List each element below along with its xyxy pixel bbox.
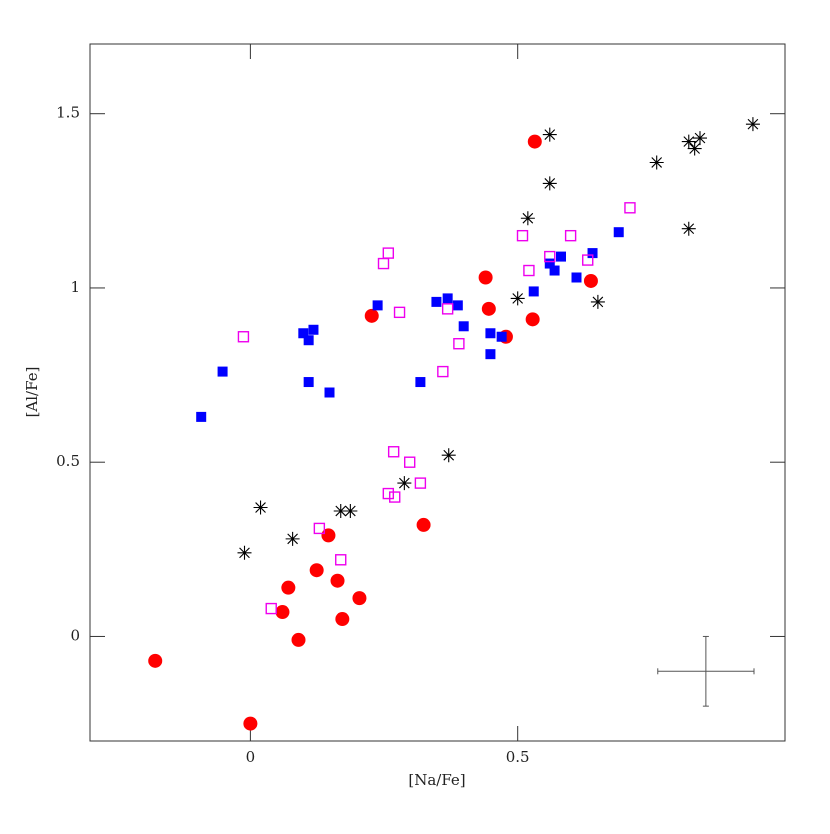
point <box>516 229 529 242</box>
point <box>453 338 465 350</box>
point <box>404 456 416 468</box>
y-tick-label: 1 <box>70 278 80 296</box>
point <box>431 296 442 307</box>
point <box>542 127 557 142</box>
y-tick-label: 1.5 <box>56 104 80 122</box>
point <box>343 503 358 518</box>
point <box>389 491 401 503</box>
point <box>335 554 347 566</box>
y-tick-label: 0.5 <box>56 452 80 470</box>
point <box>253 500 268 515</box>
x-tick-label: 0 <box>246 748 256 766</box>
point <box>265 602 277 615</box>
point <box>285 531 300 546</box>
point <box>313 522 326 535</box>
point <box>387 446 400 458</box>
point <box>520 211 535 226</box>
point <box>321 528 336 543</box>
y-tick-label: 0 <box>70 626 80 644</box>
point <box>681 134 696 149</box>
point <box>527 134 542 149</box>
point <box>308 324 319 335</box>
point <box>481 301 496 316</box>
point <box>555 251 566 262</box>
point <box>587 248 598 259</box>
point <box>281 580 296 595</box>
point <box>217 366 228 377</box>
point <box>624 202 636 214</box>
point <box>333 503 348 518</box>
point <box>291 632 306 647</box>
point <box>415 377 426 388</box>
point <box>441 303 454 315</box>
point <box>352 591 367 606</box>
point <box>437 365 449 378</box>
point <box>510 291 525 306</box>
point <box>681 221 696 236</box>
point <box>441 448 456 463</box>
point <box>523 264 535 277</box>
point <box>582 254 594 266</box>
point <box>377 257 390 270</box>
point <box>745 117 760 132</box>
x-axis-label: [Na/Fe] <box>408 771 465 789</box>
point <box>583 273 598 288</box>
point <box>414 477 427 489</box>
point <box>382 487 395 500</box>
point <box>478 270 493 285</box>
point <box>237 545 252 560</box>
point <box>330 573 345 588</box>
point <box>649 155 664 170</box>
point <box>590 294 605 309</box>
point <box>692 131 707 146</box>
point <box>298 328 309 339</box>
y-axis-label: [Al/Fe] <box>23 367 41 418</box>
point <box>542 176 557 191</box>
point <box>485 349 496 360</box>
point <box>528 286 539 297</box>
point <box>613 227 624 238</box>
point <box>393 306 406 319</box>
point <box>416 517 431 532</box>
point <box>335 612 350 627</box>
x-tick-label: 0.5 <box>506 748 530 766</box>
point <box>549 265 560 276</box>
point <box>571 272 582 283</box>
point <box>485 328 496 339</box>
point <box>303 335 314 346</box>
point <box>309 563 324 578</box>
point <box>458 321 469 332</box>
point <box>243 716 258 731</box>
plot-frame <box>89 43 786 742</box>
point <box>687 141 702 156</box>
point <box>364 308 379 323</box>
point <box>397 476 412 491</box>
point <box>275 605 290 620</box>
point <box>148 653 163 668</box>
error-bar <box>657 635 755 707</box>
point <box>372 300 383 311</box>
point <box>196 411 207 422</box>
point <box>442 293 453 304</box>
point <box>544 250 556 263</box>
point <box>525 312 540 327</box>
point <box>324 387 335 398</box>
point <box>496 331 507 342</box>
point <box>452 300 463 311</box>
point <box>303 377 314 388</box>
point <box>544 258 555 269</box>
point <box>564 229 577 242</box>
point <box>237 331 250 343</box>
point <box>382 247 395 259</box>
